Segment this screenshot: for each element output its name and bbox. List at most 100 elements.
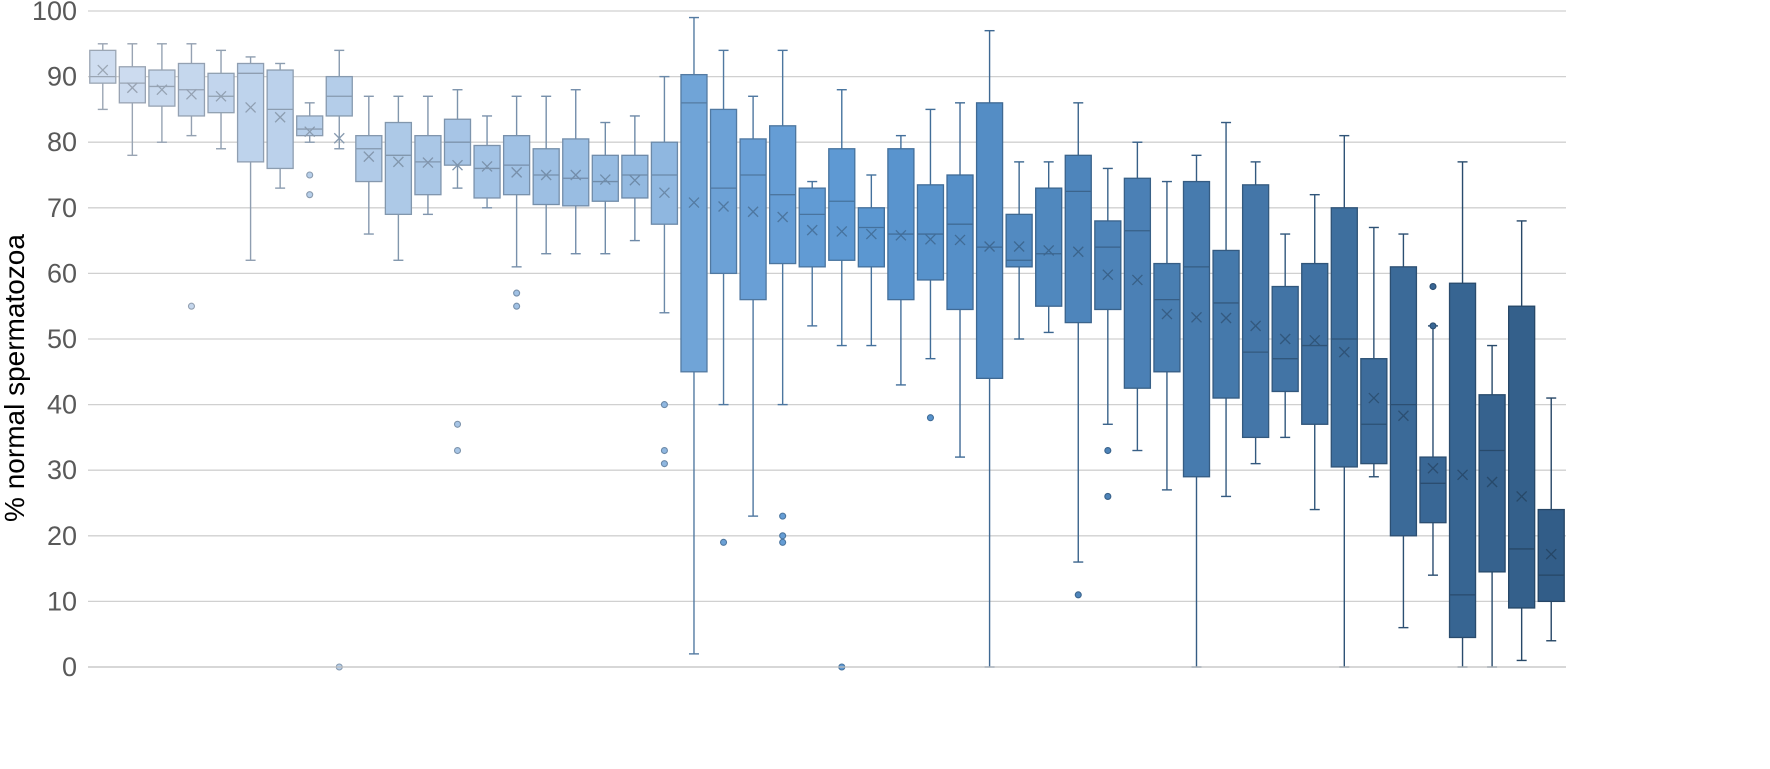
- mean-marker-b: [1486, 476, 1498, 488]
- mean-marker-b: [156, 84, 168, 96]
- box-8: [296, 102, 324, 199]
- box-14: [473, 115, 501, 209]
- gridlines: [88, 10, 1566, 603]
- box-iqr: [562, 138, 590, 207]
- box-iqr: [414, 134, 442, 196]
- outlier-point: [453, 420, 462, 428]
- mean-marker-b: [1102, 269, 1114, 281]
- outlier-point: [453, 446, 462, 455]
- box-iqr: [118, 66, 146, 104]
- box-iqr: [1448, 282, 1477, 639]
- box-iqr: [709, 108, 738, 275]
- mean-marker-b: [97, 64, 109, 76]
- box-36: [1123, 141, 1152, 452]
- mean-marker-b: [806, 224, 818, 236]
- mean-marker-b: [1309, 334, 1321, 346]
- outlier-point: [779, 512, 787, 520]
- mean-marker-b: [1191, 311, 1202, 323]
- box-46: [1419, 282, 1447, 576]
- mean-marker-b: [1397, 410, 1409, 422]
- y-tick-label-50: 50: [47, 324, 77, 354]
- mean-marker-b: [304, 126, 316, 138]
- mean-marker-b: [570, 169, 582, 181]
- box-iqr: [1301, 262, 1329, 425]
- box-iqr: [1419, 456, 1447, 524]
- mean-marker-b: [1043, 244, 1055, 256]
- box-iqr: [916, 184, 945, 281]
- outlier-point: [513, 302, 521, 310]
- box-44: [1360, 226, 1388, 478]
- box-22: [709, 49, 738, 546]
- box-28: [887, 134, 915, 386]
- y-tick-label-100: 100: [32, 0, 77, 26]
- outlier-point: [306, 171, 314, 179]
- mean-marker-b: [984, 241, 996, 252]
- mean-marker-b: [658, 187, 670, 199]
- outlier-point: [1429, 282, 1437, 291]
- mean-marker-b: [1338, 346, 1350, 358]
- box-iqr: [621, 154, 649, 199]
- box-21: [680, 16, 708, 655]
- box-iqr: [1094, 220, 1122, 311]
- box-iqr: [1478, 394, 1506, 573]
- outlier-point: [513, 289, 521, 297]
- box-iqr: [1005, 213, 1033, 268]
- mean-marker-b: [1516, 490, 1528, 502]
- box-iqr: [1508, 305, 1536, 609]
- box-iqr: [975, 102, 1004, 380]
- box-4: [177, 43, 206, 310]
- mean-marker-b: [836, 225, 848, 237]
- box-29: [916, 108, 945, 422]
- mean-marker-b: [1013, 241, 1025, 252]
- box-iqr: [1035, 187, 1063, 307]
- box-45: [1389, 233, 1418, 629]
- box-11: [384, 95, 413, 261]
- mean-marker-b: [363, 151, 375, 163]
- box-18: [591, 121, 619, 255]
- outlier-point: [719, 538, 728, 546]
- mean-marker-b: [126, 82, 138, 94]
- outlier-point: [1074, 591, 1082, 599]
- mean-marker-b: [1427, 462, 1439, 474]
- box-27: [857, 174, 885, 347]
- mean-marker-b: [452, 159, 463, 171]
- box-7: [266, 62, 294, 189]
- mean-marker-b: [1220, 312, 1232, 324]
- box-50: [1537, 397, 1565, 642]
- box-32: [1005, 161, 1033, 340]
- box-39: [1212, 121, 1240, 498]
- box-1: [89, 43, 117, 111]
- box-35: [1094, 167, 1122, 500]
- box-17: [562, 89, 590, 255]
- mean-marker-b: [1072, 246, 1084, 258]
- mean-marker-b: [599, 174, 611, 186]
- outlier-point: [1104, 492, 1112, 500]
- mean-marker-b: [422, 157, 434, 168]
- outlier-point: [660, 446, 668, 455]
- box-iqr: [828, 148, 856, 261]
- mean-marker-b: [1161, 308, 1173, 320]
- box-20: [650, 75, 679, 468]
- y-tick-label-40: 40: [47, 390, 77, 420]
- box-40: [1241, 161, 1270, 465]
- mean-marker-b: [392, 156, 404, 168]
- mean-marker-b: [1131, 274, 1143, 286]
- mean-marker-b: [1250, 320, 1262, 332]
- box-iqr: [650, 141, 679, 225]
- box-iqr: [946, 174, 974, 311]
- outlier-point: [779, 538, 787, 546]
- outlier-point: [1104, 446, 1112, 455]
- box-38: [1182, 154, 1211, 668]
- box-iqr: [1360, 358, 1388, 465]
- box-iqr: [887, 148, 915, 301]
- box-iqr: [739, 138, 767, 301]
- mean-marker-b: [629, 174, 641, 186]
- box-15: [502, 95, 531, 310]
- box-iqr: [680, 73, 708, 373]
- box-24: [769, 49, 797, 546]
- box-iqr: [266, 69, 294, 170]
- y-tick-label-10: 10: [47, 586, 77, 616]
- box-iqr: [355, 134, 383, 183]
- mean-marker-b: [1457, 469, 1468, 481]
